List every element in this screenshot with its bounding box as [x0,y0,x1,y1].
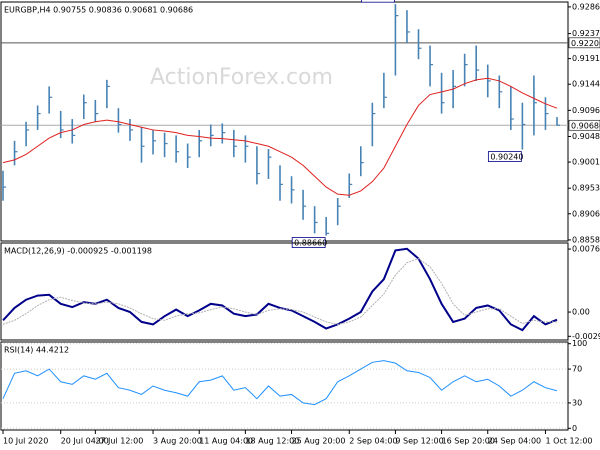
x-tick-label: 3 Aug 20:00 [153,437,202,446]
x-tick-label: 2 Sep 04:00 [349,437,397,446]
x-tick-label: 25 Aug 20:00 [292,437,346,446]
level-label: 0.90686 [571,121,600,130]
x-tick-label: 24 Sep 04:00 [488,437,541,446]
indicator-line [2,360,558,406]
x-tick-label: 9 Sep 12:00 [395,437,443,446]
x-tick-label: 18 Aug 12:00 [245,437,299,446]
y-tick-label: -0.002952 [572,332,600,341]
annotation-box [361,0,395,3]
y-tick-label: 30 [572,398,582,407]
pane-title: EURGBP,H4 0.90755 0.90836 0.90681 0.9068… [4,6,193,15]
watermark: ActionForex.com [150,65,333,90]
pane-frame [0,341,569,431]
pane-frame [0,1,569,242]
level-label-box [568,119,600,131]
y-tick-label: 70 [572,365,582,374]
pane-title: RSI(14) 44.4212 [4,346,69,355]
x-tick-label: 16 Sep 20:00 [442,437,495,446]
annotation-label: 0.90240 [490,153,523,162]
x-tick-label: 1 Oct 12:00 [545,437,592,446]
level-label-box [568,37,600,49]
y-tick-label: 0.88580 [572,235,600,244]
y-tick-label: 0.007663 [572,245,600,254]
annotation-box [487,151,522,162]
indicator-line [2,258,558,325]
x-tick-label: 11 Aug 04:00 [199,437,253,446]
x-tick-label: 27 Jul 12:00 [95,437,143,446]
x-tick-label: 20 Jul 04:00 [61,437,109,446]
x-tick-label: 10 Jul 2020 [3,437,48,446]
pane-frame [0,242,569,341]
y-tick-label: 0.00 [572,308,590,317]
moving-average [2,77,558,196]
annotation-label: 0.92910 [363,0,396,2]
y-tick-label: 0 [572,424,577,433]
y-tick-label: 100 [572,339,587,348]
pane-title: MACD(12,26,9) -0.000925 -0.001198 [4,247,152,256]
